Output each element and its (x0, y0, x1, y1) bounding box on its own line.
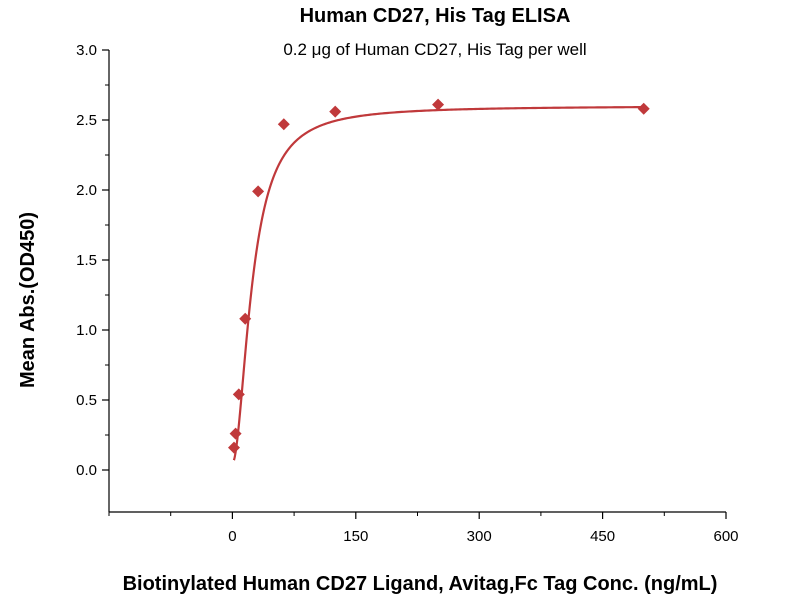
axes: 0.0 0.5 1.0 1.5 2.0 2.5 3.0 0 150 300 450 600 (76, 42, 738, 545)
chart-subtitle: 0.2 μg of Human CD27, His Tag per well (283, 40, 586, 59)
data-point (232, 388, 245, 401)
x-tick-label: 600 (713, 528, 738, 545)
y-tick-label: 0.5 (76, 392, 97, 409)
data-point (329, 105, 342, 118)
y-tick-label: 2.0 (76, 182, 97, 199)
y-tick-label: 0.0 (76, 462, 97, 479)
data-point (239, 312, 252, 325)
chart-title: Human CD27, His Tag ELISA (300, 5, 571, 27)
y-axis-label: Mean Abs.(OD450) (17, 212, 39, 388)
x-tick-label: 300 (467, 528, 492, 545)
y-tick-label: 3.0 (76, 42, 97, 59)
data-point (277, 118, 290, 131)
y-tick-label: 1.5 (76, 252, 97, 269)
fit-curve (232, 106, 644, 461)
x-tick-label: 450 (590, 528, 615, 545)
data-point (229, 427, 242, 440)
data-point (228, 441, 241, 454)
y-tick-label: 1.0 (76, 322, 97, 339)
data-point (252, 185, 265, 198)
x-axis-label: Biotinylated Human CD27 Ligand, Avitag,F… (123, 573, 718, 595)
data-points (228, 98, 650, 454)
x-tick-label: 150 (343, 528, 368, 545)
y-tick-label: 2.5 (76, 112, 97, 129)
x-tick-label: 0 (228, 528, 236, 545)
fit-curve-layer (232, 106, 644, 461)
data-point (637, 102, 650, 115)
data-point (432, 98, 445, 111)
